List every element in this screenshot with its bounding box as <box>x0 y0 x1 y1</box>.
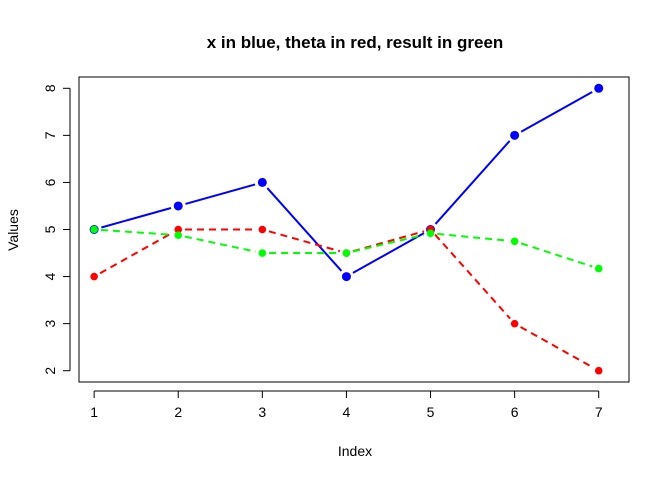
plot-frame <box>78 76 630 383</box>
data-point <box>174 231 183 239</box>
y-tick-label: 5 <box>42 225 58 233</box>
series-line-segment <box>520 326 594 369</box>
series-line-segment <box>266 187 343 272</box>
data-point <box>594 264 603 273</box>
data-point <box>258 225 267 234</box>
data-point <box>257 177 267 187</box>
series-line-segment <box>437 232 508 242</box>
x-tick-label: 5 <box>427 404 435 420</box>
series-line-segment <box>434 233 511 320</box>
series-1 <box>90 225 603 375</box>
data-point <box>341 272 351 282</box>
y-tick-label: 7 <box>42 131 58 139</box>
data-point <box>594 83 604 93</box>
x-tick-label: 2 <box>174 404 182 420</box>
data-point <box>90 225 98 234</box>
series-line-segment <box>352 230 425 253</box>
series-layer <box>89 83 604 375</box>
x-tick-label: 7 <box>595 404 603 420</box>
series-line-segment <box>101 207 172 229</box>
series-line-segment <box>99 231 173 275</box>
series-line-segment <box>520 91 593 133</box>
data-point <box>174 225 183 234</box>
series-line-segment <box>352 233 425 253</box>
data-point <box>510 319 519 328</box>
series-2 <box>90 225 603 273</box>
y-tick-label: 8 <box>42 84 58 92</box>
y-tick-label: 2 <box>42 367 58 375</box>
chart-title: x in blue, theta in red, result in green <box>207 33 504 52</box>
series-line-segment <box>520 242 593 268</box>
data-point <box>342 249 351 257</box>
y-tick-label: 6 <box>42 178 58 186</box>
series-line-segment <box>185 183 256 205</box>
series-line-segment <box>268 230 341 253</box>
x-tick-label: 1 <box>90 404 98 420</box>
x-tick-label: 4 <box>343 404 351 420</box>
x-axis: 1 2 3 4 5 6 7 <box>90 390 603 420</box>
data-point <box>258 249 267 257</box>
data-point <box>510 130 520 140</box>
series-line-segment <box>434 140 511 225</box>
y-axis-label: Values <box>5 209 21 251</box>
data-point <box>594 366 603 375</box>
data-point <box>426 229 435 238</box>
data-point <box>90 272 98 281</box>
data-point <box>510 237 519 246</box>
series-line-segment <box>100 228 172 236</box>
series-line-segment <box>352 232 425 274</box>
x-tick-label: 3 <box>258 404 266 420</box>
x-axis-label: Index <box>338 443 372 459</box>
y-tick-label: 3 <box>42 320 58 328</box>
x-tick-label: 6 <box>511 404 519 420</box>
y-tick-label: 4 <box>42 272 58 280</box>
data-point <box>173 201 183 211</box>
y-axis: 2 3 4 5 6 7 8 <box>42 84 71 375</box>
series-line-segment <box>184 235 256 253</box>
